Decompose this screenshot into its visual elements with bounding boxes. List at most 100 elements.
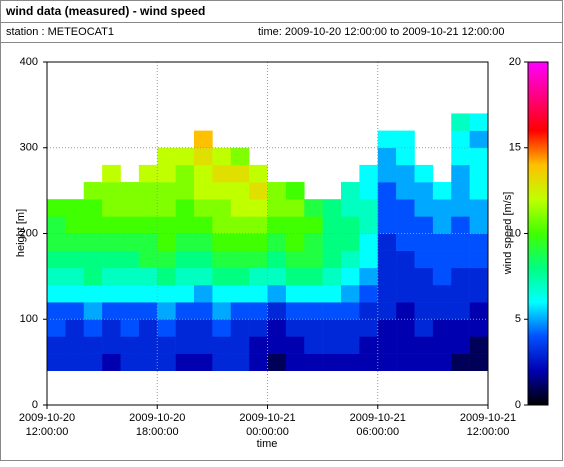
- cell: [396, 233, 415, 251]
- cell: [212, 353, 232, 371]
- cell: [120, 199, 140, 217]
- cell: [194, 353, 213, 371]
- cell: [47, 199, 66, 217]
- cell: [157, 182, 176, 200]
- y-tick-label: 400: [20, 56, 38, 68]
- cell: [451, 164, 470, 183]
- cell: [138, 164, 158, 183]
- cell: [322, 233, 342, 251]
- cell: [285, 199, 305, 217]
- cell: [432, 199, 452, 217]
- x-tick-label: 12:00:00: [467, 426, 510, 438]
- cell: [396, 267, 415, 286]
- cell: [230, 319, 250, 337]
- cell: [212, 284, 232, 303]
- cell: [138, 319, 158, 337]
- cell: [304, 302, 323, 320]
- cell: [451, 302, 470, 320]
- cell: [194, 216, 213, 234]
- cell: [451, 113, 470, 131]
- cell: [432, 284, 452, 303]
- cell: [65, 216, 85, 234]
- cell: [157, 284, 176, 303]
- cell: [304, 284, 323, 303]
- cell: [377, 353, 397, 371]
- cell: [102, 302, 121, 320]
- cell: [451, 199, 470, 217]
- x-tick-label: 18:00:00: [136, 426, 179, 438]
- cell: [194, 164, 213, 183]
- cell: [175, 302, 195, 320]
- x-tick-label: 06:00:00: [356, 426, 399, 438]
- cell: [359, 182, 379, 200]
- cell: [138, 250, 158, 269]
- cell: [396, 250, 415, 269]
- cell: [285, 233, 305, 251]
- cell: [341, 233, 360, 251]
- cell: [396, 284, 415, 303]
- cell: [267, 233, 287, 251]
- cell: [230, 147, 250, 166]
- cell: [249, 182, 268, 200]
- cell: [138, 336, 158, 354]
- cell: [47, 284, 66, 303]
- cell: [432, 216, 452, 234]
- cell: [359, 199, 379, 217]
- cell: [451, 284, 470, 303]
- cell: [267, 319, 287, 337]
- cell: [414, 199, 434, 217]
- cell: [175, 336, 195, 354]
- x-tick-label: 2009-10-21: [350, 412, 406, 424]
- cell: [65, 199, 85, 217]
- colorbar-label: wind speed [m/s]: [502, 192, 514, 276]
- cell: [267, 199, 287, 217]
- cell: [249, 336, 268, 354]
- cell: [249, 302, 268, 320]
- cell: [414, 302, 434, 320]
- cell: [414, 267, 434, 286]
- cell: [230, 250, 250, 269]
- cell: [65, 319, 85, 337]
- cell: [102, 233, 121, 251]
- cell: [285, 182, 305, 200]
- cell: [83, 233, 103, 251]
- cell: [377, 250, 397, 269]
- cell: [396, 336, 415, 354]
- cell: [322, 216, 342, 234]
- cell: [377, 302, 397, 320]
- cell: [341, 353, 360, 371]
- cell: [396, 147, 415, 166]
- cell: [396, 182, 415, 200]
- cell: [230, 336, 250, 354]
- cell: [414, 216, 434, 234]
- cell: [212, 147, 232, 166]
- cell: [285, 284, 305, 303]
- cell: [47, 319, 66, 337]
- cell: [65, 250, 85, 269]
- cell: [230, 353, 250, 371]
- cell: [285, 319, 305, 337]
- cell: [451, 130, 470, 149]
- cell: [230, 216, 250, 234]
- cell: [212, 336, 232, 354]
- cell: [469, 267, 489, 286]
- cell: [341, 302, 360, 320]
- cell: [432, 302, 452, 320]
- cell: [451, 250, 470, 269]
- cell: [304, 353, 323, 371]
- cell: [157, 250, 176, 269]
- cell: [212, 216, 232, 234]
- cell: [267, 267, 287, 286]
- cell: [396, 164, 415, 183]
- cell: [469, 233, 489, 251]
- cell: [47, 267, 66, 286]
- cell: [138, 182, 158, 200]
- cell: [469, 130, 489, 149]
- cell: [230, 302, 250, 320]
- cell: [414, 353, 434, 371]
- cell: [285, 302, 305, 320]
- cell: [175, 267, 195, 286]
- cell: [194, 284, 213, 303]
- cell: [341, 284, 360, 303]
- cell: [322, 250, 342, 269]
